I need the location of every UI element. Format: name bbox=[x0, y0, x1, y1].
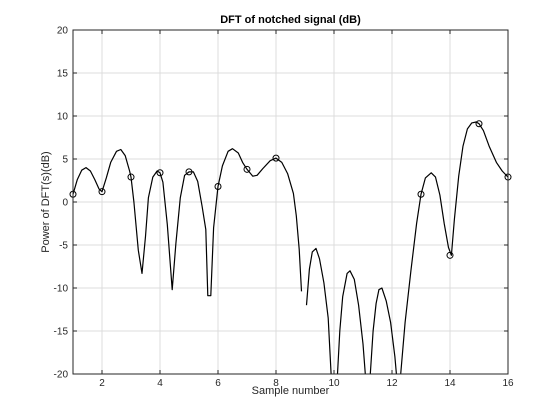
sample-marker bbox=[98, 188, 106, 196]
power-curve bbox=[73, 121, 508, 374]
y-tick-label: -10 bbox=[54, 284, 69, 295]
sample-marker bbox=[475, 120, 483, 128]
curve-segment-4 bbox=[369, 287, 397, 374]
y-tick-label: -20 bbox=[54, 370, 69, 381]
curve-segment-2 bbox=[305, 247, 332, 374]
y-tick-label: 15 bbox=[57, 69, 69, 80]
x-tick-label: 4 bbox=[157, 378, 163, 389]
y-tick-label: 5 bbox=[62, 155, 68, 166]
y-tick-label: 0 bbox=[62, 198, 68, 209]
x-tick-label: 8 bbox=[273, 378, 279, 389]
curve-segment-5 bbox=[400, 121, 508, 374]
sample-marker bbox=[185, 168, 193, 176]
y-tick-label: -5 bbox=[59, 241, 68, 252]
sample-marker bbox=[446, 251, 454, 259]
y-axis-label: Power of DFT(s)(dB) bbox=[40, 151, 52, 252]
x-tick-label: 12 bbox=[386, 378, 398, 389]
chart-title: DFT of notched signal (dB) bbox=[220, 14, 361, 26]
sample-marker bbox=[156, 169, 164, 177]
y-tick-label: 20 bbox=[57, 26, 69, 37]
x-tick-label: 2 bbox=[99, 378, 105, 389]
sample-marker bbox=[127, 173, 135, 181]
y-tick-label: 10 bbox=[57, 112, 69, 123]
sample-marker bbox=[214, 183, 222, 191]
y-tick-label: -15 bbox=[54, 327, 69, 338]
x-axis-label: Sample number bbox=[252, 385, 330, 397]
axis-ticks: 2 4 6 8 10 12 14 16 -20 -15 -10 -5 0 5 10 15 20 bbox=[54, 26, 514, 390]
x-tick-label: 14 bbox=[444, 378, 456, 389]
sample-marker bbox=[243, 165, 251, 173]
sample-marker bbox=[272, 154, 280, 162]
curve-segment-1 bbox=[73, 148, 303, 297]
curve-segment-3 bbox=[336, 270, 366, 374]
x-tick-label: 6 bbox=[215, 378, 221, 389]
x-tick-label: 16 bbox=[502, 378, 514, 389]
x-tick-label: 10 bbox=[328, 378, 340, 389]
sample-marker bbox=[417, 190, 425, 198]
